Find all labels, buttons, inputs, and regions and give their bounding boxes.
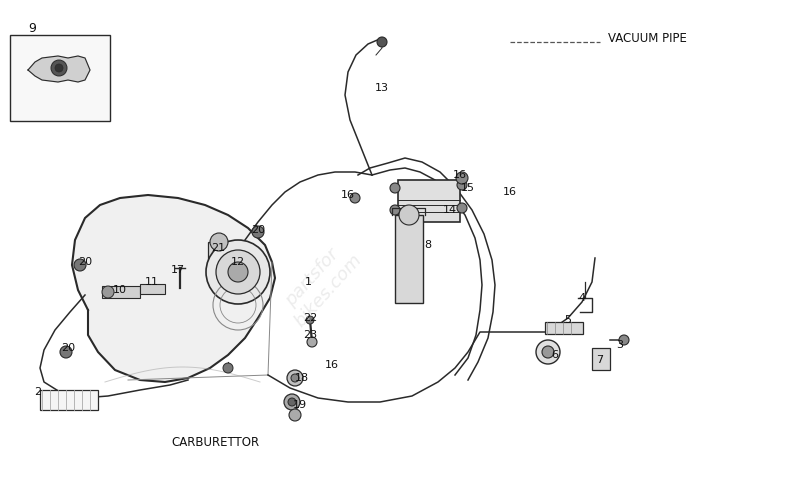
Bar [545,322,583,334]
Text: 20: 20 [78,257,92,267]
Text: 8: 8 [425,240,431,250]
Text: 6: 6 [551,350,558,360]
Bar [140,284,165,294]
Ellipse shape [307,337,317,347]
Text: 12: 12 [231,257,245,267]
Bar [398,180,460,222]
Ellipse shape [210,233,228,251]
Ellipse shape [252,226,264,238]
Ellipse shape [102,286,114,298]
Bar [395,215,423,303]
Text: 16: 16 [453,170,467,180]
Ellipse shape [399,205,419,225]
Text: 14: 14 [443,205,457,215]
Text: 2: 2 [34,387,42,397]
Ellipse shape [456,172,468,184]
Text: 1: 1 [305,277,311,287]
Ellipse shape [228,262,248,282]
Ellipse shape [542,346,554,358]
Ellipse shape [51,60,67,76]
Text: CARBURETTOR: CARBURETTOR [171,436,259,448]
Ellipse shape [288,398,296,406]
Text: 18: 18 [295,373,309,383]
Text: 16: 16 [325,360,339,370]
Text: 7: 7 [597,355,603,365]
Text: 23: 23 [303,330,317,340]
Ellipse shape [291,374,299,382]
Text: VACUUM PIPE: VACUUM PIPE [608,31,687,45]
Text: 5: 5 [565,315,571,325]
Text: 19: 19 [293,400,307,410]
Ellipse shape [289,409,301,421]
FancyBboxPatch shape [10,35,110,121]
Text: 20: 20 [251,225,265,235]
Ellipse shape [223,363,233,373]
Text: 15: 15 [461,183,475,193]
Text: 20: 20 [61,343,75,353]
Ellipse shape [55,64,63,72]
Text: 16: 16 [503,187,517,197]
Text: 17: 17 [171,265,185,275]
Ellipse shape [60,346,72,358]
Bar [40,390,98,410]
Ellipse shape [377,37,387,47]
Ellipse shape [216,250,260,294]
Text: 22: 22 [303,313,317,323]
Ellipse shape [206,240,270,304]
Ellipse shape [284,394,300,410]
Text: 9: 9 [28,22,36,34]
Text: 4: 4 [578,293,586,303]
Ellipse shape [74,259,86,271]
Ellipse shape [457,180,467,190]
Bar [208,242,230,274]
Text: 16: 16 [341,190,355,200]
Ellipse shape [287,370,303,386]
Text: 21: 21 [211,243,225,253]
Ellipse shape [390,205,400,215]
Polygon shape [28,56,90,82]
Ellipse shape [390,183,400,193]
Ellipse shape [457,203,467,213]
Text: 10: 10 [113,285,127,295]
Text: partsfor
bikes.com: partsfor bikes.com [275,237,365,331]
Ellipse shape [536,340,560,364]
Bar [592,348,610,370]
Text: 11: 11 [145,277,159,287]
Ellipse shape [350,193,360,203]
Ellipse shape [306,316,314,324]
Text: 13: 13 [375,83,389,93]
Ellipse shape [619,335,629,345]
Polygon shape [72,195,275,382]
Bar [102,286,140,298]
Text: 3: 3 [617,340,623,350]
